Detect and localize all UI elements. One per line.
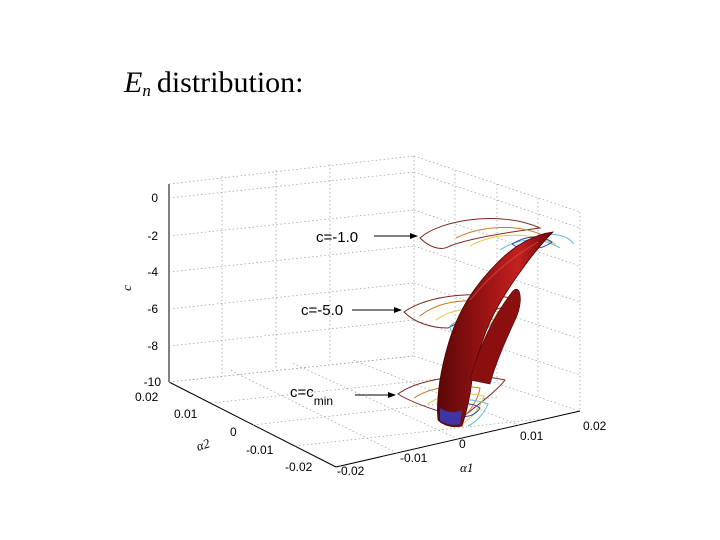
annotation-c-5: c=-5.0 (301, 302, 343, 319)
x-tick-label: -0.01 (400, 451, 428, 465)
title-symbol: E (124, 66, 143, 99)
annotation-c-min: c=cmin (290, 384, 333, 408)
z-tick-label: 0 (151, 191, 158, 205)
x-tick-label: 0.02 (583, 419, 607, 433)
x-tick-label: 0 (459, 437, 466, 451)
isosurface-body (437, 231, 555, 428)
y-tick-label: 0.02 (135, 390, 159, 404)
slide-title: En distribution: (124, 66, 304, 100)
annotation-c-min-sub: min (314, 394, 333, 408)
title-text: distribution: (156, 66, 304, 99)
isosurface-base (440, 408, 462, 425)
annotation-arrows (352, 233, 418, 398)
x-tick-label: -0.02 (337, 464, 365, 478)
z-tick-labels: 0 -2 -4 -6 -8 -10 (144, 191, 162, 389)
z-tick-label: -2 (147, 229, 158, 243)
y-axis-line (168, 381, 337, 468)
y-tick-label: 0.01 (174, 407, 198, 421)
y-tick-label: -0.01 (246, 443, 274, 457)
y-axis-label: α2 (194, 435, 212, 454)
x-tick-labels: -0.02 -0.01 0 0.01 0.02 (337, 419, 607, 478)
z-tick-label: -6 (147, 302, 158, 316)
z-axis-label: c (119, 285, 134, 291)
x-axis-label: α1 (460, 460, 473, 475)
y-tick-labels: 0.02 0.01 0 -0.01 -0.02 (135, 390, 313, 474)
annotation-c-1: c=-1.0 (316, 229, 358, 246)
title-symbol-subscript: n (142, 81, 151, 100)
y-tick-label: 0 (230, 425, 237, 439)
z-tick-label: -4 (147, 265, 158, 279)
z-tick-label: -8 (147, 339, 158, 353)
y-tick-label: -0.02 (285, 460, 313, 474)
z-tick-label: -10 (144, 375, 162, 389)
x-tick-label: 0.01 (520, 429, 544, 443)
annotation-c-min-main: c=c (290, 384, 314, 401)
